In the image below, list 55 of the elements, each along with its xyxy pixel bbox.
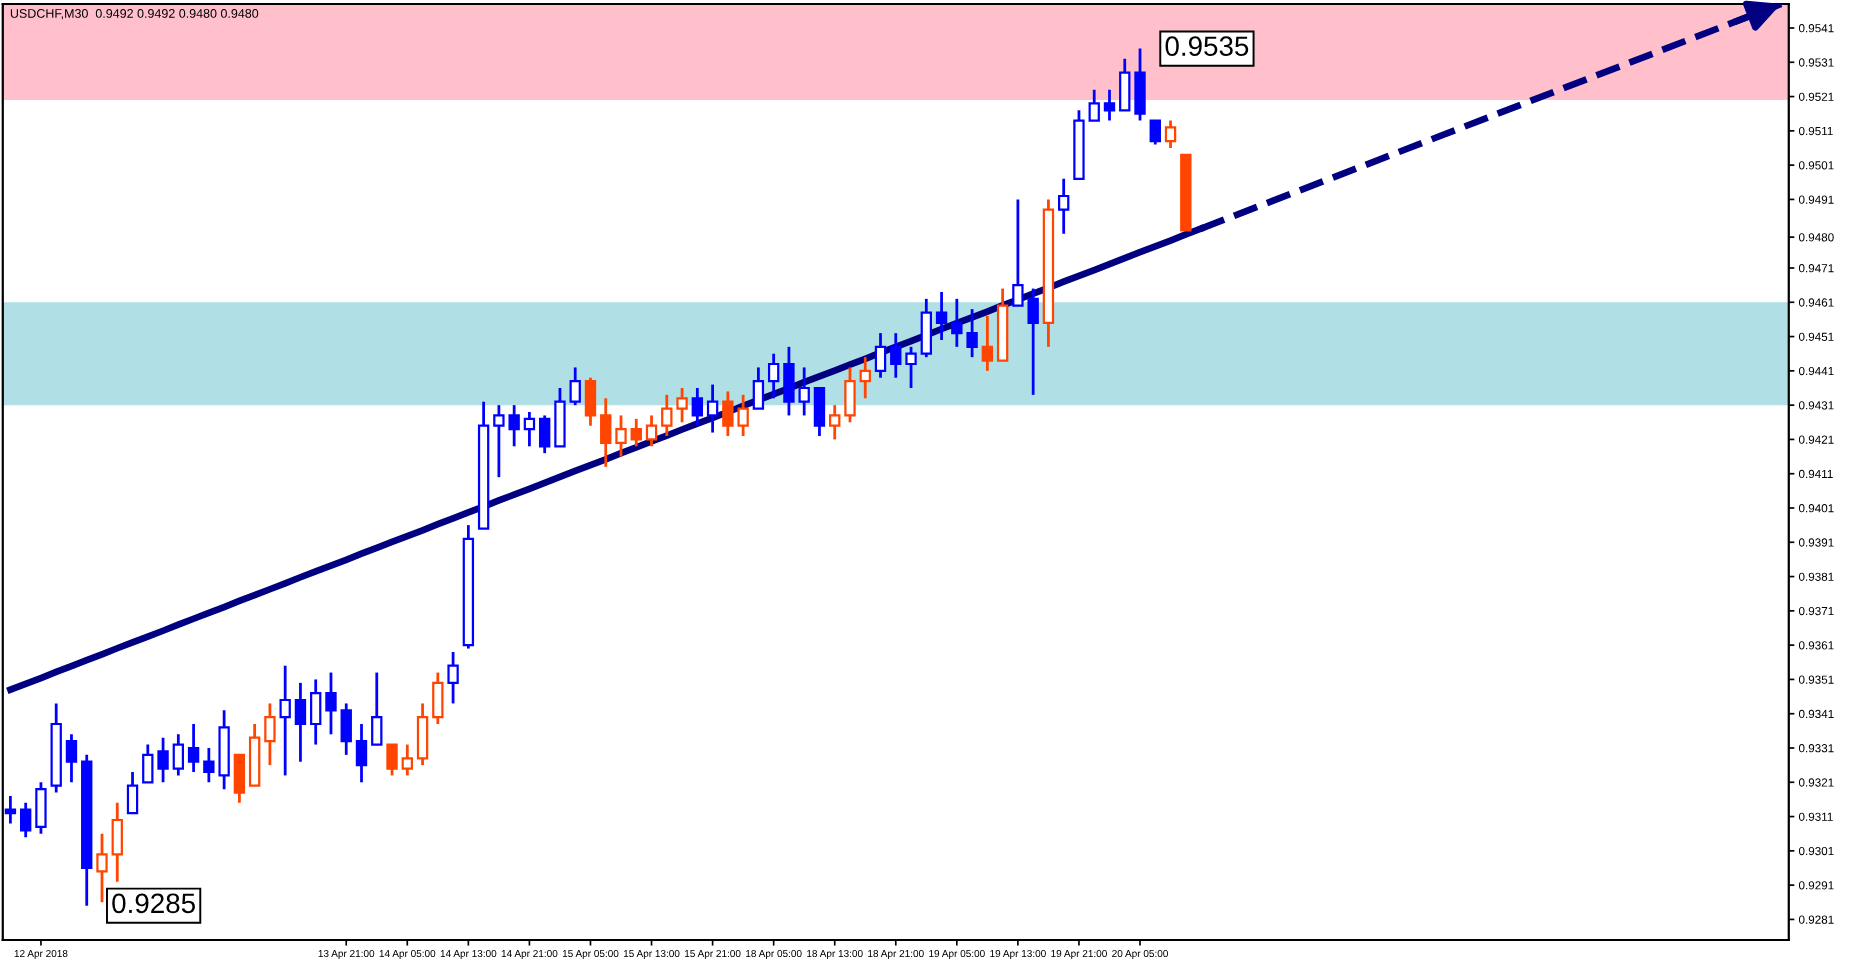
candlestick	[340, 702, 352, 757]
candlestick	[386, 743, 398, 777]
candlestick	[325, 671, 337, 736]
candlestick	[1119, 57, 1131, 112]
candlestick	[294, 681, 307, 764]
candlestick	[859, 355, 871, 400]
candlestick	[4, 794, 17, 825]
candlestick	[935, 290, 948, 342]
candlestick	[355, 722, 368, 784]
candlestick	[126, 770, 139, 815]
candlestick	[676, 386, 688, 424]
candlestick	[35, 780, 47, 836]
candlestick	[600, 396, 612, 469]
candlestick	[233, 753, 246, 805]
candlestick	[615, 414, 627, 458]
candlestick	[1149, 119, 1161, 146]
candlestick	[569, 366, 581, 407]
candlestick	[142, 743, 154, 784]
candlestick	[19, 801, 32, 839]
candlestick	[111, 801, 123, 884]
candlestick	[523, 410, 536, 448]
candlestick	[1134, 47, 1146, 122]
candlestick	[538, 414, 551, 455]
candlestick	[706, 383, 719, 434]
candlestick	[1088, 88, 1100, 122]
candlestick	[65, 732, 78, 784]
candlestick	[981, 314, 994, 373]
candlestick	[874, 331, 887, 380]
candlestick	[661, 393, 673, 438]
candlestick	[157, 736, 169, 784]
candlestick	[187, 722, 200, 774]
candlestick	[645, 414, 658, 448]
candlestick	[554, 386, 566, 448]
candlestick	[584, 376, 597, 428]
candlestick	[248, 722, 261, 788]
candlestick	[920, 297, 932, 359]
candlestick	[401, 743, 413, 777]
candlestick	[1103, 88, 1116, 122]
candlestick	[1164, 119, 1177, 150]
candlestick	[752, 366, 765, 410]
annotation: 0.9535	[1165, 36, 1249, 57]
candlestick	[416, 702, 429, 767]
candlestick	[1058, 177, 1070, 236]
candlestick	[905, 345, 917, 390]
candlestick	[890, 331, 902, 380]
candlestick	[630, 417, 642, 448]
candlestick	[813, 386, 826, 438]
candlestick	[172, 732, 185, 777]
candlestick	[310, 678, 322, 746]
candlestick	[691, 386, 704, 428]
annotation: 0.9285	[112, 893, 195, 914]
candlestick	[829, 403, 841, 441]
candlestick	[844, 366, 856, 424]
candlestick	[767, 352, 780, 400]
candlestick	[371, 671, 383, 746]
